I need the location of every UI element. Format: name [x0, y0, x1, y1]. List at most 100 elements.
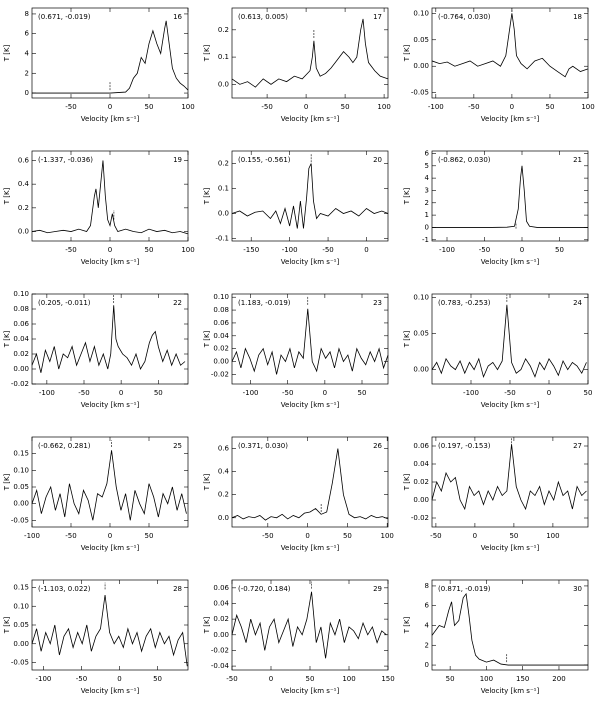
y-tick-label: 0.05 — [413, 330, 429, 338]
x-tick-label: 0 — [117, 675, 121, 683]
x-tick-label: 0 — [510, 103, 514, 111]
y-tick-label: -0.05 — [11, 516, 29, 524]
x-tick-label: -50 — [261, 103, 272, 111]
y-tick-label: 0.6 — [218, 445, 230, 453]
y-tick-label: 3 — [425, 186, 429, 194]
x-tick-label: -50 — [430, 532, 441, 540]
x-tick-label: 50 — [154, 389, 163, 397]
x-axis-label: Velocity [km s⁻¹] — [481, 115, 540, 123]
position-label: (0.197, -0.153) — [438, 442, 491, 450]
x-tick-label: 0 — [108, 246, 112, 254]
x-tick-label: 50 — [341, 103, 350, 111]
x-axis-label: Velocity [km s⁻¹] — [281, 115, 340, 123]
x-tick-label: -50 — [65, 532, 76, 540]
y-tick-label: 0.10 — [413, 9, 429, 17]
x-axis-label: Velocity [km s⁻¹] — [281, 687, 340, 695]
y-tick-label: 5 — [425, 162, 429, 170]
x-tick-label: 100 — [181, 103, 194, 111]
position-label: (-1.103, 0.022) — [38, 585, 91, 593]
x-tick-label: 0 — [520, 246, 524, 254]
position-label: (0.671, -0.019) — [38, 13, 91, 21]
y-axis-label: T [K] — [203, 616, 211, 634]
x-tick-label: 100 — [546, 532, 559, 540]
position-label: (0.613, 0.005) — [238, 13, 288, 21]
spectrum-line — [31, 160, 189, 235]
y-tick-label: 4 — [425, 174, 430, 182]
y-tick-label: 0.0 — [218, 210, 229, 218]
panel-number: 25 — [173, 442, 182, 450]
y-tick-label: 6 — [25, 30, 30, 38]
panel-number: 20 — [373, 156, 382, 164]
plot-frame — [31, 150, 189, 242]
x-axis-label: Velocity [km s⁻¹] — [81, 544, 140, 552]
y-tick-label: 0.00 — [13, 640, 29, 648]
panel-number: 30 — [573, 585, 582, 593]
x-tick-label: 0 — [119, 389, 123, 397]
panel-number: 21 — [573, 156, 582, 164]
x-tick-label: -100 — [24, 532, 40, 540]
x-tick-label: 50 — [446, 675, 455, 683]
x-tick-label: -150 — [243, 246, 259, 254]
x-tick-label: -100 — [35, 675, 51, 683]
position-label: (0.783, -0.253) — [438, 299, 491, 307]
plot-frame — [431, 579, 589, 671]
y-tick-label: 0.6 — [18, 156, 30, 164]
y-tick-label: 0.05 — [13, 483, 29, 491]
panel-number: 23 — [373, 299, 382, 307]
y-tick-label: 0.06 — [413, 442, 429, 450]
x-tick-label: 100 — [377, 103, 390, 111]
spectrum-line — [231, 448, 389, 521]
x-axis-label: Velocity [km s⁻¹] — [81, 115, 140, 123]
y-tick-label: -0.02 — [411, 514, 429, 522]
y-tick-label: 0.0 — [218, 514, 229, 522]
y-tick-label: 0.2 — [218, 26, 229, 34]
y-tick-label: 2 — [25, 69, 29, 77]
y-tick-label: 0.2 — [218, 160, 229, 168]
y-tick-label: 0.06 — [13, 320, 29, 328]
x-axis-label: Velocity [km s⁻¹] — [481, 258, 540, 266]
plot-frame — [231, 7, 389, 99]
y-tick-label: 2 — [425, 641, 429, 649]
y-tick-label: 0.04 — [413, 460, 429, 468]
x-tick-label: -50 — [468, 103, 479, 111]
x-tick-label: 50 — [153, 675, 162, 683]
spectrum-line — [431, 13, 589, 78]
x-axis-label: Velocity [km s⁻¹] — [481, 687, 540, 695]
y-tick-label: 1 — [425, 211, 429, 219]
x-tick-label: -100 — [428, 103, 444, 111]
x-tick-label: 100 — [181, 246, 194, 254]
x-tick-label: -50 — [78, 389, 89, 397]
x-tick-label: -50 — [226, 675, 237, 683]
y-tick-label: -0.02 — [11, 380, 29, 388]
plot-frame — [31, 579, 189, 671]
x-tick-label: 0 — [473, 532, 477, 540]
x-tick-label: -50 — [76, 675, 87, 683]
position-label: (0.371, 0.030) — [238, 442, 288, 450]
x-tick-label: -50 — [65, 103, 76, 111]
y-tick-label: 0.10 — [413, 294, 429, 302]
x-tick-label: -50 — [262, 532, 273, 540]
spectrum-line — [431, 444, 587, 511]
y-axis-label: T [K] — [403, 330, 411, 348]
y-tick-label: 0.08 — [13, 305, 29, 313]
spectrum-line — [231, 18, 389, 88]
x-tick-label: 50 — [343, 532, 352, 540]
x-tick-label: 0 — [547, 389, 551, 397]
y-tick-label: 6 — [425, 149, 430, 157]
x-tick-label: 0 — [108, 532, 112, 540]
y-tick-label: 0 — [425, 223, 429, 231]
y-tick-label: 0.10 — [13, 466, 29, 474]
x-tick-label: -50 — [282, 389, 293, 397]
x-tick-label: 0 — [269, 675, 273, 683]
x-tick-label: -100 — [463, 389, 479, 397]
y-tick-label: 0.15 — [13, 450, 29, 458]
y-axis-label: T [K] — [3, 187, 11, 205]
position-label: (-0.862, 0.030) — [438, 156, 491, 164]
y-tick-label: 0.10 — [13, 290, 29, 298]
x-tick-label: 0 — [108, 103, 112, 111]
x-tick-label: -50 — [479, 246, 490, 254]
y-axis-label: T [K] — [203, 44, 211, 62]
x-tick-label: 100 — [581, 103, 594, 111]
y-tick-label: 0.4 — [218, 468, 230, 476]
x-tick-label: 50 — [145, 532, 154, 540]
